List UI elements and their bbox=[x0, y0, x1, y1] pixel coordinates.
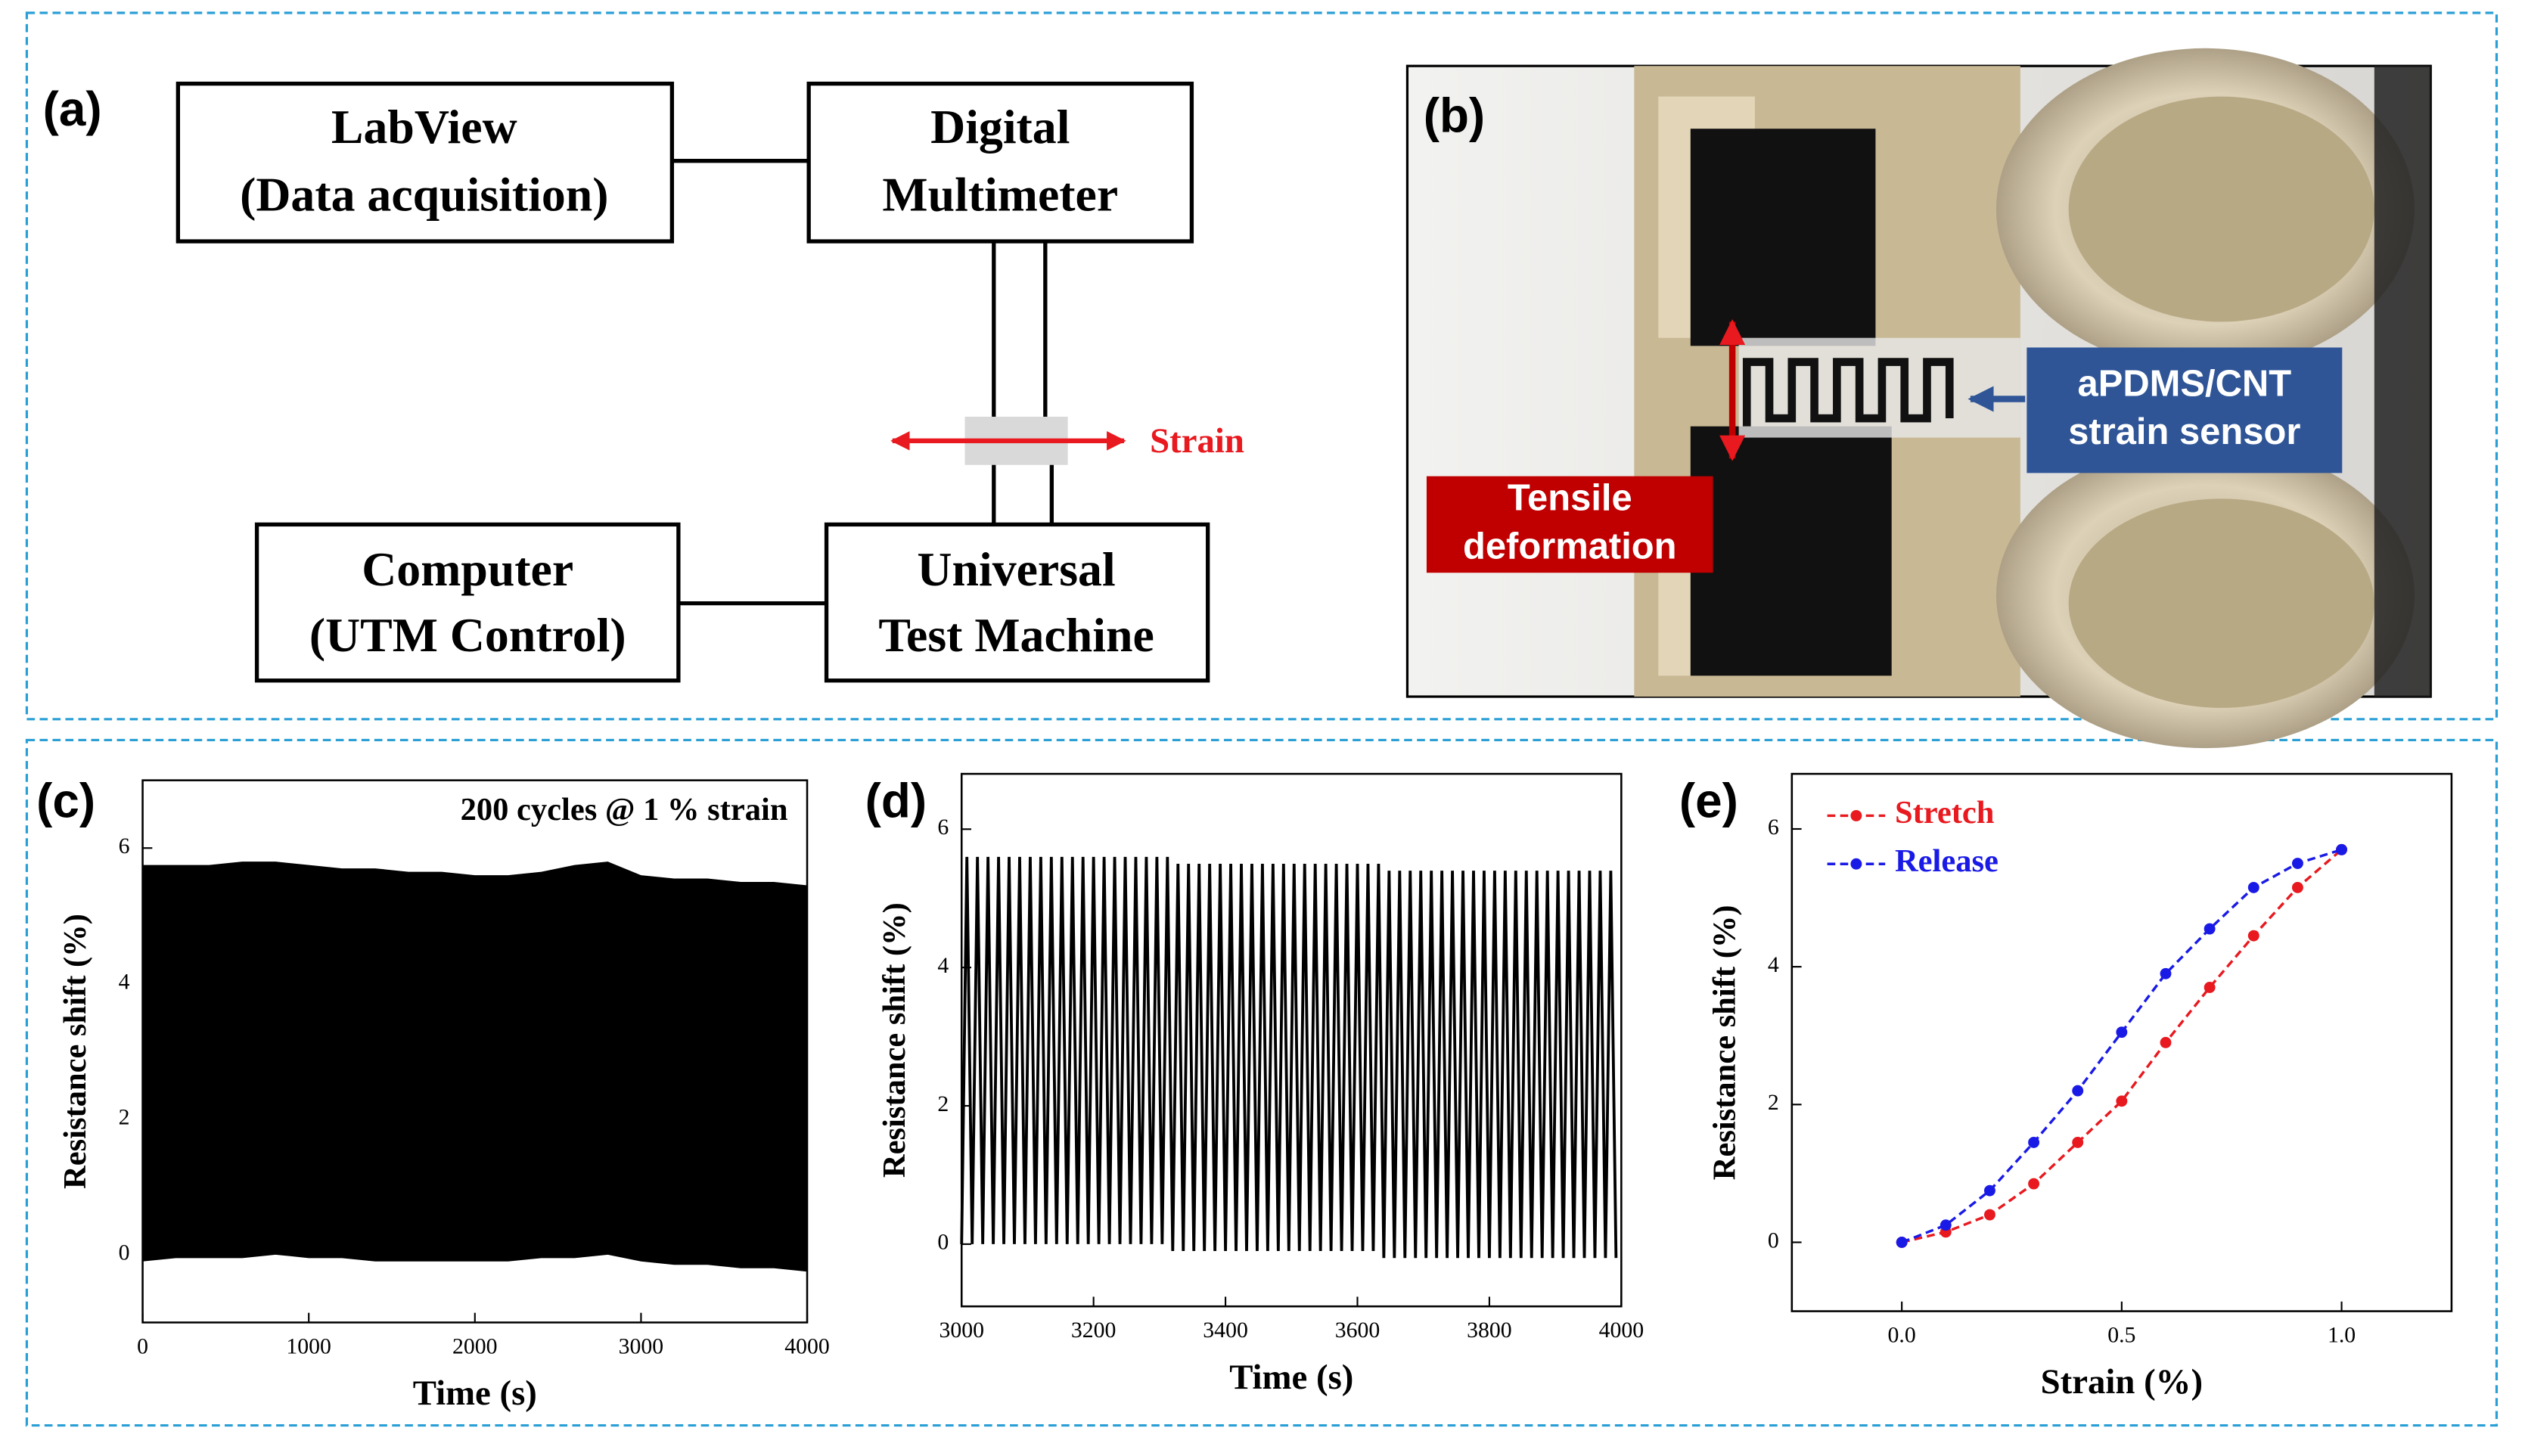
x-tick-label: 3800 bbox=[1467, 1318, 1512, 1343]
y-tick-label: 2 bbox=[1768, 1090, 1779, 1115]
marker bbox=[2116, 1095, 2128, 1107]
marker bbox=[2204, 982, 2216, 993]
node-label: (UTM Control) bbox=[309, 608, 626, 662]
node-label: Universal bbox=[917, 542, 1115, 596]
node-label: LabView bbox=[331, 100, 517, 154]
callout-box bbox=[1426, 476, 1713, 573]
callout-box bbox=[2027, 347, 2343, 473]
marker bbox=[1896, 1237, 1908, 1248]
y-tick-label: 4 bbox=[937, 953, 949, 978]
y-axis-title: Resistance shift (%) bbox=[877, 902, 912, 1178]
x-tick-label: 1.0 bbox=[2328, 1322, 2356, 1347]
marker bbox=[2247, 881, 2259, 893]
marker bbox=[1983, 1184, 1995, 1197]
panel-border bbox=[25, 11, 2499, 721]
annotation: 200 cycles @ 1 % strain bbox=[461, 792, 788, 827]
y-tick-label: 2 bbox=[119, 1104, 130, 1129]
line bbox=[1901, 849, 2343, 1244]
marker bbox=[2204, 923, 2216, 935]
legend-label: Stretch bbox=[1895, 795, 1995, 830]
x-axis-title: Time (s) bbox=[1229, 1358, 1353, 1397]
plot-frame bbox=[1790, 772, 2453, 1312]
marker bbox=[2291, 858, 2303, 869]
y-axis-title: Resistance shift (%) bbox=[1707, 905, 1742, 1180]
y-tick-label: 0 bbox=[1768, 1228, 1779, 1253]
marker bbox=[2336, 843, 2348, 855]
callout-text: aPDMS/CNT bbox=[2078, 363, 2292, 404]
marker bbox=[2028, 1136, 2040, 1148]
line bbox=[1901, 848, 2343, 1244]
node-label: (Data acquisition) bbox=[240, 167, 608, 221]
panel-label: (d) bbox=[865, 773, 927, 827]
node-label: Test Machine bbox=[878, 608, 1154, 662]
callout-text: Tensile bbox=[1508, 477, 1632, 518]
y-tick-label: 4 bbox=[119, 969, 130, 994]
x-tick-label: 4000 bbox=[1599, 1318, 1645, 1343]
marker bbox=[1983, 1209, 1995, 1221]
node-label: Multimeter bbox=[882, 167, 1118, 221]
panel-border bbox=[25, 738, 2499, 1427]
marker bbox=[2160, 1036, 2172, 1048]
x-tick-label: 1000 bbox=[286, 1333, 331, 1358]
panel-label: (a) bbox=[43, 82, 102, 136]
marker bbox=[2072, 1085, 2084, 1097]
x-tick-label: 4000 bbox=[784, 1333, 830, 1358]
callout-text: deformation bbox=[1463, 526, 1677, 567]
envelope-area bbox=[142, 861, 808, 1272]
arrow-label: Strain bbox=[1150, 421, 1244, 461]
x-axis-title: Strain (%) bbox=[2041, 1362, 2203, 1402]
panel-label: (e) bbox=[1679, 773, 1738, 827]
node-labels: LabView (Data acquisition) Digital Multi… bbox=[240, 100, 1154, 662]
y-tick-label: 6 bbox=[119, 834, 130, 858]
y-tick-label: 6 bbox=[937, 815, 949, 840]
y-axis-title: Resistance shift (%) bbox=[57, 914, 93, 1189]
marker bbox=[2116, 1026, 2128, 1038]
plot-frame bbox=[960, 772, 1623, 1308]
y-tick-label: 0 bbox=[119, 1240, 130, 1265]
legend-marker bbox=[1850, 858, 1862, 870]
panel-label: (b) bbox=[1424, 88, 1485, 142]
x-tick-label: 3000 bbox=[939, 1318, 984, 1343]
x-tick-label: 2000 bbox=[452, 1333, 498, 1358]
node-label: Computer bbox=[362, 542, 573, 596]
x-tick-label: 3600 bbox=[1335, 1318, 1381, 1343]
callout-text: strain sensor bbox=[2068, 411, 2300, 452]
y-tick-label: 0 bbox=[937, 1230, 949, 1255]
marker bbox=[2072, 1136, 2084, 1148]
x-tick-label: 0.5 bbox=[2107, 1322, 2135, 1347]
x-axis-title: Time (s) bbox=[413, 1374, 537, 1413]
legend-marker bbox=[1850, 809, 1862, 821]
marker bbox=[2028, 1178, 2040, 1190]
x-tick-label: 0 bbox=[137, 1333, 148, 1358]
chart: (c) 0 1000 2000 3000 4000 0 2 4 6 Time (s) Resistan… bbox=[36, 773, 830, 1413]
marker bbox=[2247, 930, 2259, 942]
y-tick-label: 6 bbox=[1768, 815, 1779, 840]
marker bbox=[1940, 1219, 1952, 1231]
chart: (e) 0.0 0.5 1.0 0 2 4 6 Strain (%) Resistance shi… bbox=[1679, 772, 2453, 1402]
chart: (d) 3000 3200 3400 3600 3800 4000 0 2 4 6 Time (s) R… bbox=[865, 772, 1645, 1397]
x-tick-label: 3400 bbox=[1203, 1318, 1248, 1343]
marker bbox=[2160, 967, 2172, 979]
y-tick-label: 4 bbox=[1768, 952, 1779, 977]
panel-label: (c) bbox=[36, 773, 95, 827]
y-tick-label: 2 bbox=[937, 1091, 949, 1116]
line bbox=[960, 856, 1618, 1259]
x-tick-label: 3200 bbox=[1071, 1318, 1117, 1343]
node-label: Digital bbox=[930, 100, 1070, 154]
diagram-lines bbox=[175, 81, 1210, 683]
x-tick-label: 3000 bbox=[619, 1333, 664, 1358]
legend-label: Release bbox=[1895, 843, 1999, 879]
marker bbox=[2291, 881, 2303, 893]
x-tick-label: 0.0 bbox=[1888, 1322, 1916, 1347]
